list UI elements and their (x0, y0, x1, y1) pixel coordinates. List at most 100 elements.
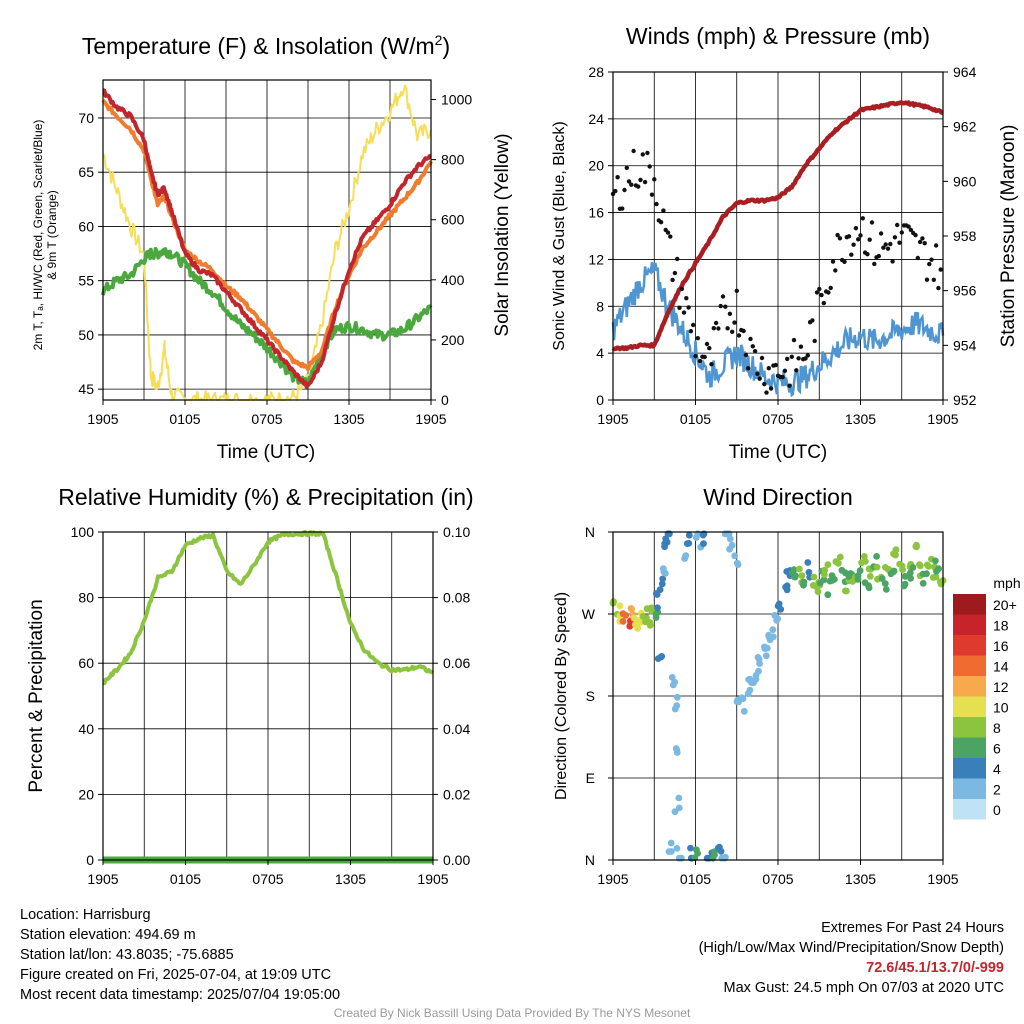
gust-point (631, 148, 636, 154)
direction-point (810, 573, 818, 581)
temperature-panel: Temperature (F) & Insolation (W/m2) 1905… (31, 32, 513, 463)
direction-point (699, 531, 707, 539)
legend-label: 4 (993, 761, 1001, 777)
legend-label: 18 (993, 618, 1009, 634)
direction-point (675, 794, 683, 802)
y2-tick-label: 954 (953, 337, 977, 353)
wind-direction-panel: Wind Direction 1905 0105 0705 1305 1905NESWN… (553, 484, 1021, 887)
gust-point (936, 285, 941, 291)
gust-point (636, 184, 641, 189)
direction-point (912, 543, 920, 550)
direction-point (858, 559, 865, 567)
y2-tick-label: 1000 (441, 92, 472, 108)
direction-point (714, 844, 722, 852)
direction-point (881, 580, 889, 587)
gust-point (938, 267, 943, 272)
gust-point (695, 336, 700, 341)
y2-tick-label: 958 (953, 228, 977, 244)
direction-point (740, 707, 748, 715)
wind-direction-title: Wind Direction (703, 484, 853, 510)
gust-point (780, 374, 785, 380)
direction-point (809, 582, 817, 589)
gust-point (821, 300, 826, 306)
direction-point (919, 570, 927, 578)
y2-tick-label: 0.08 (443, 590, 470, 606)
gust-point (755, 371, 760, 376)
x-tick-label: 1905 (927, 871, 958, 887)
direction-point (755, 667, 762, 675)
gust-point (757, 376, 762, 381)
direction-point (731, 552, 739, 560)
gust-point (709, 362, 714, 367)
gust-point (725, 326, 730, 331)
gust-point (707, 346, 712, 351)
direction-point (854, 575, 862, 583)
legend-label: 16 (993, 638, 1009, 654)
gust-point (906, 224, 911, 229)
gust-point (782, 368, 788, 373)
direction-point (692, 534, 700, 541)
y-tick-label: 50 (78, 327, 94, 343)
y-tick-label: 20 (78, 786, 94, 802)
x-tick-label: 1905 (87, 871, 118, 887)
x-tick-label: 1905 (415, 411, 446, 427)
gust-point (833, 268, 838, 273)
gust-point (794, 368, 799, 373)
winds-y-axis-label: Sonic Wind & Gust (Blue, Black) (551, 121, 568, 350)
gust-point (826, 290, 831, 295)
direction-point (890, 567, 898, 575)
humidity-title: Relative Humidity (%) & Precipitation (i… (58, 484, 473, 510)
direction-point (744, 690, 752, 698)
gust-point (837, 236, 843, 241)
gust-point (736, 333, 742, 338)
direction-point (820, 576, 828, 584)
temperature-y-axis-label-line2: & 9m T (Orange) (45, 190, 59, 280)
gust-point (920, 236, 925, 241)
station-info: Location: Harrisburg Station elevation: … (20, 905, 340, 1005)
legend-swatch (953, 717, 986, 738)
created-text: Figure created on Fri, 2025-07-04, at 19… (20, 967, 332, 983)
wind-direction-y-axis-label: Direction (Colored By Speed) (553, 592, 570, 800)
gust-point (803, 356, 808, 361)
direction-point (700, 540, 707, 547)
direction-point (775, 600, 783, 608)
gust-point (835, 232, 840, 238)
y-tick-label: 60 (78, 655, 94, 671)
direction-point (763, 644, 771, 652)
y2-tick-label: 0.06 (443, 655, 470, 671)
gust-point (828, 285, 833, 291)
legend-swatch (953, 778, 986, 799)
x-tick-label: 0105 (680, 871, 711, 887)
direction-point (907, 574, 914, 582)
temperature-title: Temperature (F) & Insolation (W/m2) (82, 32, 450, 59)
gust-point (652, 177, 657, 182)
gust-point (890, 259, 895, 264)
direction-point (917, 562, 924, 570)
direction-point (824, 591, 832, 599)
direction-point (672, 745, 680, 752)
direction-point (923, 561, 931, 569)
y-tick-label: 60 (78, 218, 94, 234)
direction-point (901, 572, 909, 580)
gust-point (691, 322, 696, 328)
series-line-2 (101, 246, 433, 387)
x-tick-label: 1305 (845, 871, 876, 887)
direction-point (754, 654, 762, 661)
gust-point (856, 237, 861, 242)
y2-tick-label: 0.02 (443, 786, 470, 802)
gust-point (746, 366, 751, 371)
y2-tick-label: 952 (953, 392, 977, 408)
gust-point (768, 386, 774, 391)
direction-point (722, 853, 729, 861)
gust-point (748, 336, 753, 342)
gust-point (752, 349, 758, 354)
winds-panel: Winds (mph) & Pressure (mb) 1905 0105 0705… (551, 23, 1019, 463)
legend-swatch (953, 696, 986, 717)
direction-point (832, 558, 840, 566)
y-tick-label: 12 (588, 251, 604, 267)
y-tick-label: 28 (588, 64, 604, 80)
x-tick-label: 1905 (927, 411, 958, 427)
direction-point (791, 573, 799, 581)
gust-point (661, 208, 666, 213)
gust-point (846, 234, 852, 239)
